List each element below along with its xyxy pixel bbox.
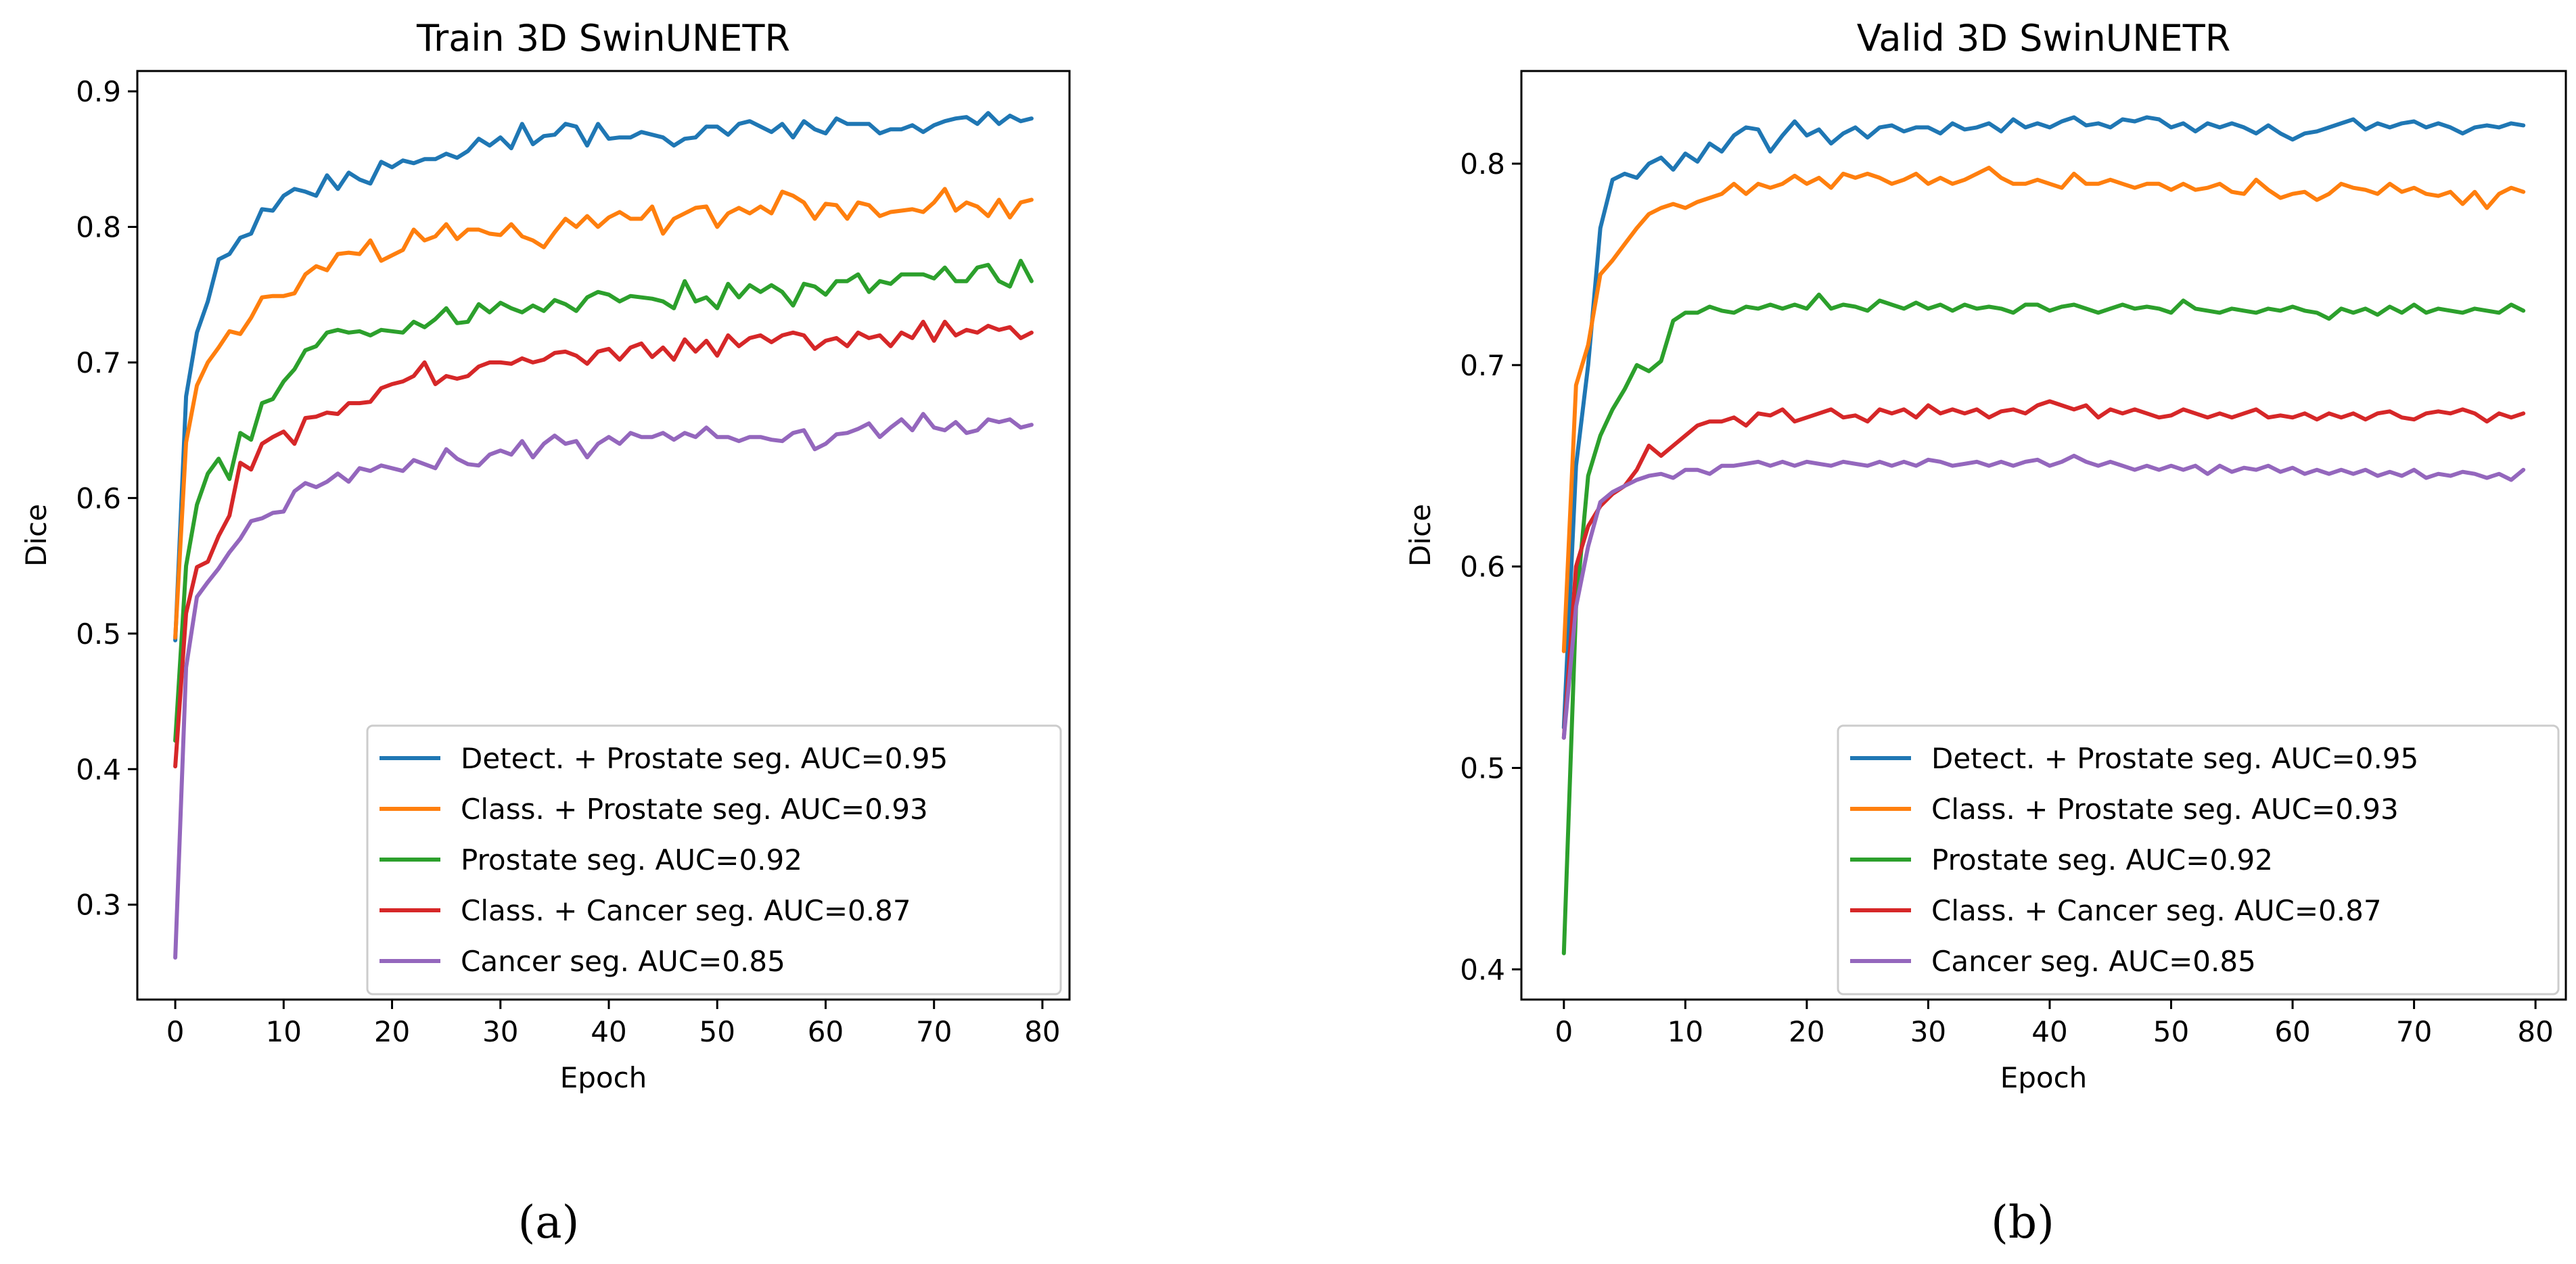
x-tick-label: 20 [1789,1015,1824,1048]
x-tick-label: 80 [1024,1015,1060,1048]
legend-label-2: Prostate seg. AUC=0.92 [461,843,802,876]
y-tick-label: 0.8 [76,211,121,244]
series-line-0 [1561,115,2526,730]
y-axis: 0.4 0.5 0.6 0.7 0.8 [1460,147,1521,986]
x-tick-label: 40 [2031,1015,2067,1048]
series-line-3 [1561,399,2526,740]
legend-label-3: Class. + Cancer seg. AUC=0.87 [461,894,911,927]
y-tick-label: 0.5 [76,617,121,651]
series-line-3 [173,319,1034,769]
x-axis-label: Epoch [2000,1061,2088,1094]
x-tick-label: 10 [266,1015,302,1048]
legend-label-0: Detect. + Prostate seg. AUC=0.95 [461,742,948,775]
legend: Detect. + Prostate seg. AUC=0.95 Class. +… [1837,724,2560,996]
y-tick-label: 0.8 [1460,147,1505,181]
x-tick-label: 0 [166,1015,185,1048]
plot-lines [1561,115,2526,956]
y-tick-label: 0.5 [1460,751,1505,785]
series-line-2 [1561,292,2526,956]
x-tick-label: 70 [916,1015,952,1048]
y-axis-label: Dice [20,504,53,567]
legend-box [366,724,1062,996]
x-tick-label: 70 [2396,1015,2432,1048]
x-axis: 0 10 20 30 40 50 60 70 80 [1555,1000,2554,1048]
series-line-4 [173,412,1034,960]
x-tick-label: 30 [1910,1015,1946,1048]
x-tick-label: 40 [591,1015,626,1048]
chart-title: Train 3D SwinUNETR [416,17,790,60]
x-tick-label: 60 [2274,1015,2310,1048]
y-tick-label: 0.4 [76,753,121,786]
y-tick-label: 0.3 [76,889,121,922]
panel-valid: Valid 3D SwinUNETR 0 10 20 30 40 50 60 70 80 0.4… [1404,17,2567,1248]
plot-lines [173,111,1034,960]
legend-label-3: Class. + Cancer seg. AUC=0.87 [1931,894,2382,927]
series-line-2 [173,258,1034,743]
x-tick-label: 10 [1668,1015,1703,1048]
y-tick-label: 0.7 [76,346,121,379]
x-tick-label: 50 [699,1015,735,1048]
x-tick-label: 80 [2517,1015,2553,1048]
x-tick-label: 60 [808,1015,844,1048]
legend-label-2: Prostate seg. AUC=0.92 [1931,843,2273,876]
x-tick-label: 50 [2153,1015,2189,1048]
plot-frame [1520,70,2567,1001]
legend-label-1: Class. + Prostate seg. AUC=0.93 [461,793,928,826]
legend-label-0: Detect. + Prostate seg. AUC=0.95 [1931,742,2418,775]
legend-box [1837,724,2560,996]
legend-label-4: Cancer seg. AUC=0.85 [1931,945,2256,978]
y-tick-label: 0.6 [76,482,121,515]
y-tick-label: 0.4 [1460,953,1505,986]
x-axis-label: Epoch [560,1061,647,1094]
y-tick-label: 0.6 [1460,551,1505,584]
chart-title: Valid 3D SwinUNETR [1857,17,2231,60]
legend: Detect. + Prostate seg. AUC=0.95 Class. +… [366,724,1062,996]
y-axis: 0.3 0.4 0.5 0.6 0.7 0.8 0.9 [76,75,137,922]
y-tick-label: 0.7 [1460,349,1505,382]
panel-train: Train 3D SwinUNETR 0 10 20 30 40 50 60 70 80 0.3… [20,17,1071,1248]
x-tick-label: 30 [482,1015,518,1048]
y-tick-label: 0.9 [76,75,121,108]
panel-caption: (a) [518,1196,580,1248]
legend-label-4: Cancer seg. AUC=0.85 [461,945,785,978]
series-line-1 [173,187,1034,640]
panel-caption: (b) [1991,1196,2054,1248]
series-line-0 [173,111,1034,642]
series-line-1 [1561,166,2526,653]
plot-frame [136,70,1071,1001]
y-axis-label: Dice [1404,504,1437,567]
x-tick-label: 0 [1555,1015,1573,1048]
legend-label-1: Class. + Prostate seg. AUC=0.93 [1931,793,2399,826]
x-axis: 0 10 20 30 40 50 60 70 80 [166,1000,1061,1048]
x-tick-label: 20 [374,1015,410,1048]
series-line-4 [1561,453,2526,740]
